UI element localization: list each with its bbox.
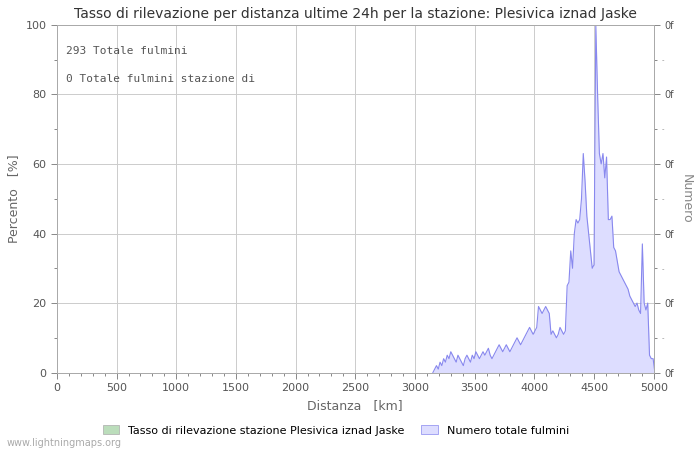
Y-axis label: Numero: Numero	[680, 174, 693, 224]
Text: 293 Totale fulmini: 293 Totale fulmini	[66, 46, 188, 56]
Title: Tasso di rilevazione per distanza ultime 24h per la stazione: Plesivica iznad Ja: Tasso di rilevazione per distanza ultime…	[74, 7, 637, 21]
Text: 0 Totale fulmini stazione di: 0 Totale fulmini stazione di	[66, 73, 255, 84]
Text: www.lightningmaps.org: www.lightningmaps.org	[7, 438, 122, 448]
X-axis label: Distanza   [km]: Distanza [km]	[307, 399, 403, 412]
Legend: Tasso di rilevazione stazione Plesivica iznad Jaske, Numero totale fulmini: Tasso di rilevazione stazione Plesivica …	[99, 421, 573, 440]
Y-axis label: Percento   [%]: Percento [%]	[7, 154, 20, 243]
